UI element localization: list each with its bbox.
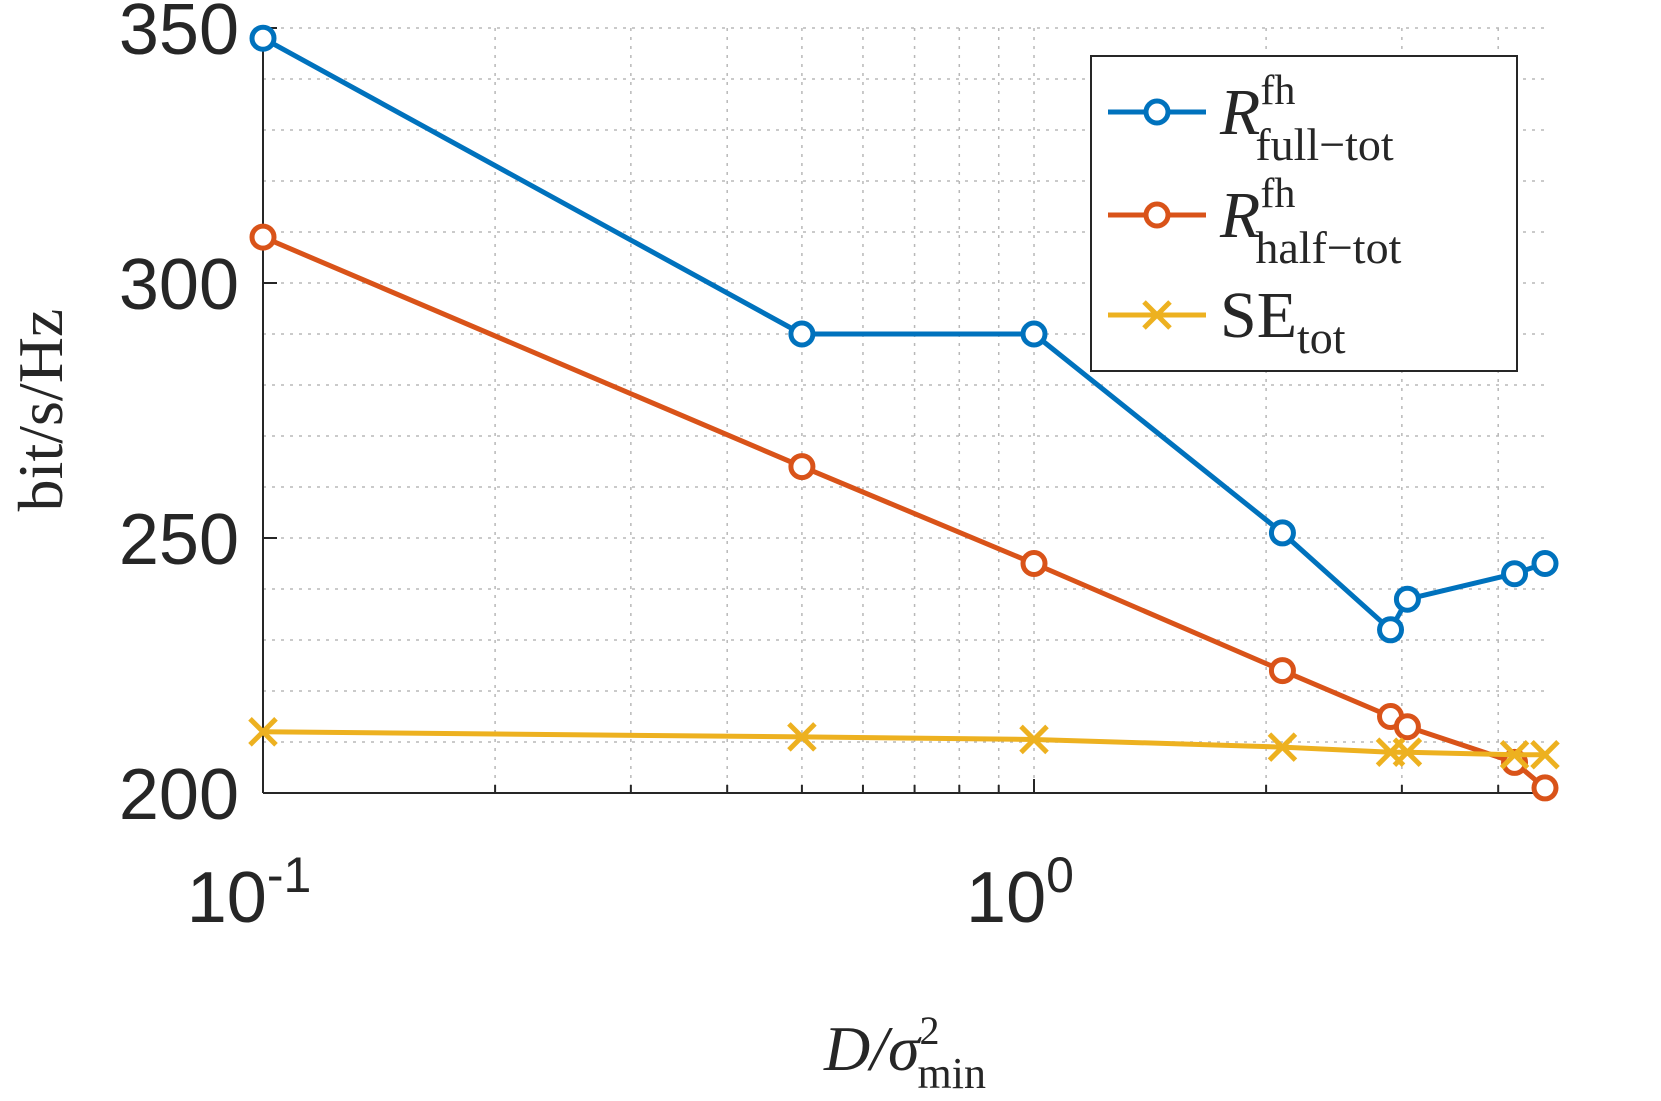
y-tick-label: 250: [119, 500, 239, 580]
data-point: [787, 722, 817, 752]
series-1: [249, 24, 1559, 644]
series-3: [248, 717, 1560, 770]
data-point-stroke: [248, 717, 278, 747]
y-tick-label: 350: [119, 0, 239, 70]
y-axis-label: bit/s/Hz: [5, 309, 76, 512]
data-point: [1019, 724, 1049, 755]
data-point-stroke: [1267, 732, 1298, 762]
y-tick-label: 300: [119, 245, 239, 325]
legend-label: Rfh half−tot: [1219, 171, 1402, 273]
legend-label: SEtot: [1220, 279, 1346, 363]
data-point-stroke: [1019, 724, 1049, 755]
x-axis-label: D/σ2 min: [823, 1008, 986, 1098]
legend-entry-3: SEtot: [1108, 279, 1346, 363]
axes: [262, 27, 1545, 794]
data-point: [1268, 519, 1296, 547]
data-point: [1020, 320, 1048, 348]
data-point: [1020, 550, 1048, 577]
x-tick-label: 10-1: [187, 847, 312, 938]
series-line: [261, 36, 1546, 633]
legend-marker: [1143, 98, 1171, 126]
data-point: [1392, 737, 1423, 767]
data-point: [1268, 657, 1296, 685]
data-point-stroke: [1499, 739, 1530, 770]
data-point: [1531, 774, 1559, 802]
data-point: [1531, 550, 1559, 577]
data-point: [1267, 732, 1298, 762]
data-point: [248, 717, 278, 747]
data-point: [1393, 585, 1421, 613]
data-point: [249, 24, 277, 52]
tick-labels: 200 250 300 350 10-1 100: [119, 0, 1074, 938]
data-point: [1377, 616, 1405, 644]
series-line: [262, 729, 1545, 758]
data-point: [1530, 739, 1560, 770]
data-point: [788, 453, 816, 481]
series-layer: [248, 24, 1560, 802]
legend-entry-2: Rfh half−tot: [1108, 171, 1402, 273]
x-axis-label-sup: 2: [920, 1008, 940, 1053]
x-axis-label-sub: min: [918, 1049, 986, 1098]
legend-marker: [1143, 201, 1171, 229]
data-point: [1499, 739, 1530, 770]
x-tick-label: 100: [966, 847, 1074, 938]
legend-entry-1: Rfh full−tot: [1108, 68, 1394, 170]
data-point-stroke: [787, 722, 817, 752]
legend-marker: [1142, 300, 1172, 330]
data-point: [249, 223, 277, 251]
data-point: [1393, 713, 1421, 741]
data-point: [1501, 560, 1529, 588]
x-axis-label-main: D/σ: [823, 1013, 922, 1084]
y-tick-label: 200: [119, 755, 239, 835]
data-point-stroke: [1392, 737, 1423, 767]
data-point-stroke: [1530, 739, 1560, 770]
legend-label: Rfh full−tot: [1219, 68, 1394, 170]
grid-lines: [262, 27, 1545, 794]
data-point: [788, 320, 816, 348]
